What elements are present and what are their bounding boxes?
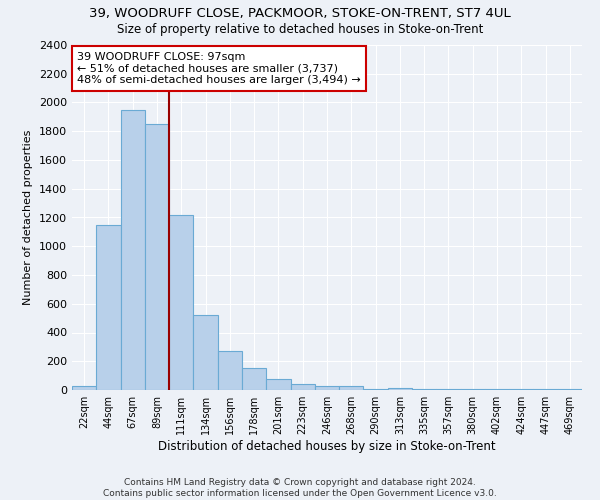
Bar bbox=[169, 214, 193, 390]
X-axis label: Distribution of detached houses by size in Stoke-on-Trent: Distribution of detached houses by size … bbox=[158, 440, 496, 453]
Text: Size of property relative to detached houses in Stoke-on-Trent: Size of property relative to detached ho… bbox=[117, 22, 483, 36]
Bar bbox=[96, 224, 121, 390]
Bar bbox=[339, 386, 364, 390]
Bar bbox=[72, 386, 96, 390]
Y-axis label: Number of detached properties: Number of detached properties bbox=[23, 130, 34, 305]
Text: 39, WOODRUFF CLOSE, PACKMOOR, STOKE-ON-TRENT, ST7 4UL: 39, WOODRUFF CLOSE, PACKMOOR, STOKE-ON-T… bbox=[89, 8, 511, 20]
Bar bbox=[121, 110, 145, 390]
Text: 39 WOODRUFF CLOSE: 97sqm
← 51% of detached houses are smaller (3,737)
48% of sem: 39 WOODRUFF CLOSE: 97sqm ← 51% of detach… bbox=[77, 52, 361, 85]
Bar bbox=[193, 316, 218, 390]
Bar bbox=[218, 351, 242, 390]
Bar bbox=[266, 379, 290, 390]
Bar bbox=[315, 386, 339, 390]
Bar bbox=[145, 124, 169, 390]
Bar bbox=[388, 388, 412, 390]
Bar bbox=[290, 384, 315, 390]
Text: Contains HM Land Registry data © Crown copyright and database right 2024.
Contai: Contains HM Land Registry data © Crown c… bbox=[103, 478, 497, 498]
Bar bbox=[242, 368, 266, 390]
